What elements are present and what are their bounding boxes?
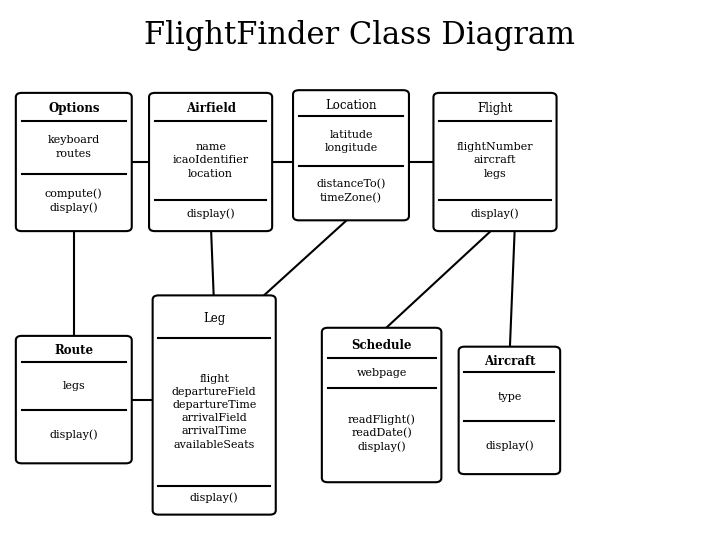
FancyBboxPatch shape	[293, 90, 409, 220]
Text: display(): display()	[471, 208, 519, 219]
Text: Airfield: Airfield	[186, 103, 235, 116]
Text: display(): display()	[485, 440, 534, 451]
Text: Location: Location	[325, 99, 377, 112]
FancyBboxPatch shape	[153, 295, 276, 515]
Text: legs: legs	[63, 381, 85, 391]
Text: compute()
display(): compute() display()	[45, 188, 103, 213]
Text: flightNumber
aircraft
legs: flightNumber aircraft legs	[456, 142, 534, 179]
Text: keyboard
routes: keyboard routes	[48, 136, 100, 159]
Text: flight
departureField
departureTime
arrivalField
arrivalTime
availableSeats: flight departureField departureTime arri…	[172, 374, 256, 450]
Text: FlightFinder Class Diagram: FlightFinder Class Diagram	[145, 19, 575, 51]
FancyBboxPatch shape	[16, 336, 132, 463]
Text: readFlight()
readDate()
display(): readFlight() readDate() display()	[348, 414, 415, 452]
FancyBboxPatch shape	[322, 328, 441, 482]
Text: display(): display()	[50, 429, 98, 440]
Text: Aircraft: Aircraft	[484, 355, 535, 368]
Text: name
icaoIdentifier
location: name icaoIdentifier location	[173, 142, 248, 179]
Text: Leg: Leg	[203, 312, 225, 325]
Text: latitude
longitude: latitude longitude	[325, 130, 377, 153]
Text: distanceTo()
timeZone(): distanceTo() timeZone()	[316, 179, 386, 203]
FancyBboxPatch shape	[16, 93, 132, 231]
Text: display(): display()	[190, 492, 238, 503]
FancyBboxPatch shape	[433, 93, 557, 231]
Text: Options: Options	[48, 103, 99, 116]
Text: Route: Route	[54, 345, 94, 357]
Text: type: type	[498, 392, 521, 402]
FancyBboxPatch shape	[459, 347, 560, 474]
Text: webpage: webpage	[356, 368, 407, 379]
Text: Schedule: Schedule	[351, 339, 412, 352]
FancyBboxPatch shape	[149, 93, 272, 231]
Text: display(): display()	[186, 208, 235, 219]
Text: Flight: Flight	[477, 103, 513, 116]
